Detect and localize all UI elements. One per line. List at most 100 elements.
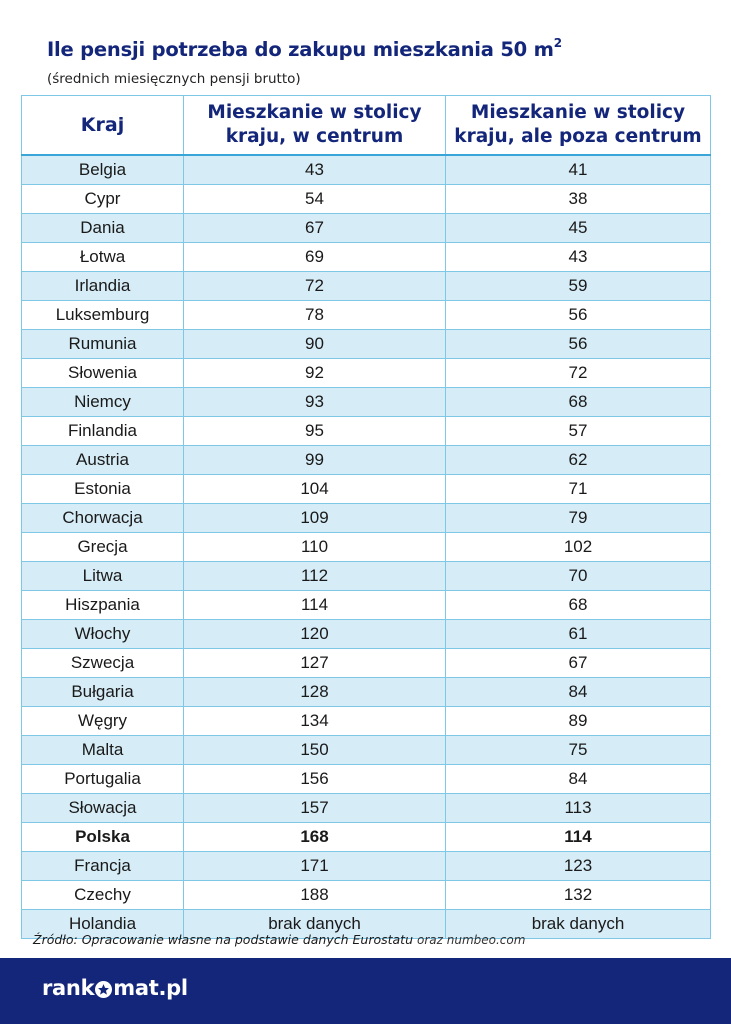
column-header-outside: Mieszkanie w stolicy kraju, ale poza cen… — [445, 95, 711, 156]
cell-country: Słowenia — [21, 357, 184, 388]
cell-center: 69 — [183, 241, 446, 272]
cell-country: Rumunia — [21, 328, 184, 359]
rankomat-logo[interactable]: rank mat.pl — [42, 976, 188, 1000]
cell-outside: 79 — [445, 502, 711, 533]
cell-outside: 72 — [445, 357, 711, 388]
cell-outside: 113 — [445, 792, 711, 823]
cell-country: Grecja — [21, 531, 184, 562]
cell-outside: 75 — [445, 734, 711, 765]
table-header-row: Kraj Mieszkanie w stolicy kraju, w centr… — [21, 95, 711, 156]
cell-outside: brak danych — [445, 908, 711, 939]
cell-country: Estonia — [21, 473, 184, 504]
table-row: Portugalia 156 84 — [21, 763, 711, 794]
table-row: Finlandia 95 57 — [21, 415, 711, 446]
column-header-line: Mieszkanie w stolicy — [207, 101, 422, 123]
cell-center: 93 — [183, 386, 446, 417]
column-header-center: Mieszkanie w stolicy kraju, w centrum — [183, 95, 446, 156]
cell-center: 92 — [183, 357, 446, 388]
cell-center: 99 — [183, 444, 446, 475]
table-row: Holandia brak danych brak danych — [21, 908, 711, 939]
cell-center: 168 — [183, 821, 446, 852]
title-text: Ile pensji potrzeba do zakupu mieszkania… — [47, 38, 554, 61]
column-header-line: Mieszkanie w stolicy — [470, 101, 686, 123]
cell-country: Polska — [21, 821, 184, 852]
table-row: Węgry 134 89 — [21, 705, 711, 736]
table-row: Chorwacja 109 79 — [21, 502, 711, 533]
cell-center: 43 — [183, 154, 446, 185]
column-header-line: kraju, w centrum — [225, 125, 404, 147]
cell-outside: 57 — [445, 415, 711, 446]
cell-country: Francja — [21, 850, 184, 881]
cell-country: Włochy — [21, 618, 184, 649]
table-row: Szwecja 127 67 — [21, 647, 711, 678]
table-row: Cypr 54 38 — [21, 183, 711, 214]
cell-outside: 123 — [445, 850, 711, 881]
table-row: Litwa 112 70 — [21, 560, 711, 591]
cell-outside: 67 — [445, 647, 711, 678]
cell-country: Portugalia — [21, 763, 184, 794]
table-row: Belgia 43 41 — [21, 154, 711, 185]
cell-center: 110 — [183, 531, 446, 562]
table-row: Czechy 188 132 — [21, 879, 711, 910]
cell-country: Chorwacja — [21, 502, 184, 533]
cell-country: Holandia — [21, 908, 184, 939]
cell-outside: 70 — [445, 560, 711, 591]
cell-country: Cypr — [21, 183, 184, 214]
cell-outside: 56 — [445, 299, 711, 330]
cell-country: Czechy — [21, 879, 184, 910]
column-header-line: kraju, ale poza centrum — [454, 125, 702, 147]
cell-center: 134 — [183, 705, 446, 736]
source-main: Źródło: Opracowanie własne na podstawie … — [33, 932, 414, 947]
cell-country: Słowacja — [21, 792, 184, 823]
cell-country: Finlandia — [21, 415, 184, 446]
table-row: Polska 168 114 — [21, 821, 711, 852]
cell-country: Litwa — [21, 560, 184, 591]
cell-outside: 38 — [445, 183, 711, 214]
cell-outside: 84 — [445, 763, 711, 794]
source-note: Źródło: Opracowanie własne na podstawie … — [33, 932, 525, 947]
column-header-country: Kraj — [21, 95, 184, 156]
cell-outside: 114 — [445, 821, 711, 852]
cell-outside: 102 — [445, 531, 711, 562]
star-icon — [95, 980, 113, 998]
cell-outside: 89 — [445, 705, 711, 736]
cell-center: 150 — [183, 734, 446, 765]
table-row: Słowacja 157 113 — [21, 792, 711, 823]
cell-center: 109 — [183, 502, 446, 533]
cell-country: Dania — [21, 212, 184, 243]
cell-center: 120 — [183, 618, 446, 649]
cell-outside: 43 — [445, 241, 711, 272]
table-row: Włochy 120 61 — [21, 618, 711, 649]
table-row: Łotwa 69 43 — [21, 241, 711, 272]
table-row: Luksemburg 78 56 — [21, 299, 711, 330]
table-row: Irlandia 72 59 — [21, 270, 711, 301]
cell-outside: 59 — [445, 270, 711, 301]
source-tail: oraz numbeo.com — [417, 933, 526, 947]
cell-center: 128 — [183, 676, 446, 707]
cell-outside: 61 — [445, 618, 711, 649]
cell-country: Węgry — [21, 705, 184, 736]
cell-country: Belgia — [21, 154, 184, 185]
cell-center: 112 — [183, 560, 446, 591]
data-table: Kraj Mieszkanie w stolicy kraju, w centr… — [21, 95, 711, 939]
cell-outside: 56 — [445, 328, 711, 359]
cell-country: Malta — [21, 734, 184, 765]
cell-center: 90 — [183, 328, 446, 359]
table-row: Grecja 110 102 — [21, 531, 711, 562]
cell-center: 67 — [183, 212, 446, 243]
column-header-line: Kraj — [80, 113, 125, 136]
cell-country: Szwecja — [21, 647, 184, 678]
cell-center: 78 — [183, 299, 446, 330]
cell-center: 114 — [183, 589, 446, 620]
cell-outside: 41 — [445, 154, 711, 185]
cell-center: 54 — [183, 183, 446, 214]
page-subtitle: (średnich miesięcznych pensji brutto) — [47, 71, 301, 87]
table-body: Belgia 43 41 Cypr 54 38 Dania 67 45 Łotwa 69 43 Irla… — [21, 154, 711, 939]
table-row: Dania 67 45 — [21, 212, 711, 243]
cell-country: Austria — [21, 444, 184, 475]
cell-outside: 71 — [445, 473, 711, 504]
cell-center: 104 — [183, 473, 446, 504]
cell-outside: 62 — [445, 444, 711, 475]
cell-outside: 45 — [445, 212, 711, 243]
cell-center: 127 — [183, 647, 446, 678]
